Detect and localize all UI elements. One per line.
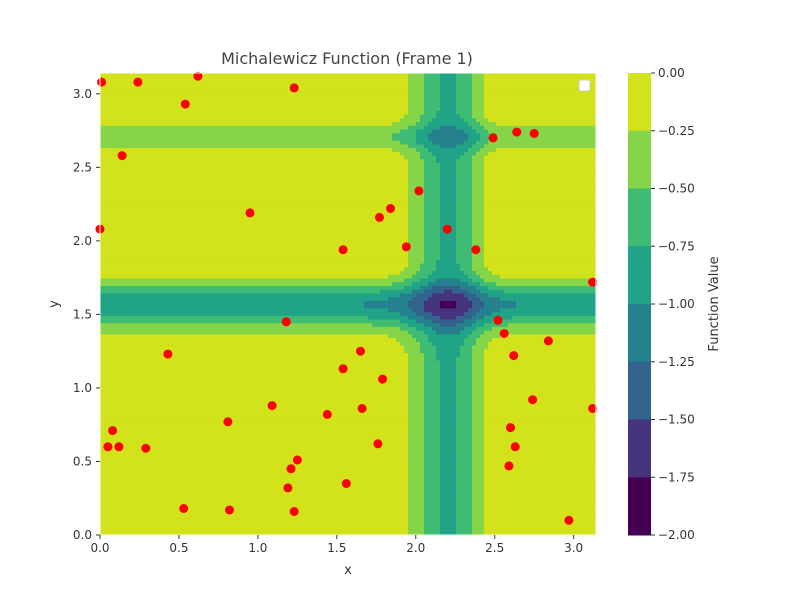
- scatter-point-25: [543, 336, 553, 346]
- colorbar-band: [628, 361, 651, 420]
- scatter-point-23: [356, 346, 365, 356]
- scatter-point-21: [493, 315, 503, 325]
- colorbar-band: [628, 73, 651, 132]
- colorbar-band: [628, 477, 651, 536]
- scatter-point-43: [292, 455, 302, 465]
- scatter-points: [95, 71, 598, 525]
- scatter-point-32: [322, 409, 332, 419]
- scatter-point-5: [180, 99, 190, 109]
- x-axis-label: x: [344, 563, 352, 578]
- scatter-point-20: [281, 317, 291, 327]
- scatter-point-8: [512, 127, 522, 137]
- scatter-point-17: [338, 245, 348, 255]
- scatter-point-42: [504, 461, 514, 471]
- scatter-point-50: [564, 515, 574, 525]
- x-axis: 0.0 0.5 1.0 1.5 2.0 2.5 3.0: [90, 535, 583, 555]
- scatter-point-11: [414, 186, 424, 196]
- x-tick-label: 1.0: [248, 541, 267, 555]
- scatter-point-49: [289, 507, 299, 516]
- colorbar-tick-label: −1.25: [658, 355, 695, 369]
- colorbar-band: [628, 304, 651, 363]
- colorbar-band: [628, 246, 651, 305]
- x-tick-label: 3.0: [564, 541, 583, 555]
- x-tick-label: 0.5: [169, 541, 188, 555]
- y-tick-label: 3.0: [73, 87, 92, 101]
- scatter-point-22: [499, 329, 509, 338]
- scatter-point-2: [133, 77, 143, 87]
- colorbar-tick-label: −1.00: [658, 297, 695, 311]
- colorbar-band: [628, 419, 651, 478]
- scatter-point-27: [338, 364, 348, 374]
- colorbar-tick-label: −0.25: [658, 124, 695, 138]
- scatter-point-14: [442, 224, 452, 234]
- scatter-point-24: [509, 351, 519, 361]
- scatter-point-19: [588, 277, 598, 287]
- plot-frame: [99, 72, 597, 536]
- scatter-point-41: [510, 442, 520, 452]
- scatter-point-37: [114, 442, 124, 452]
- y-tick-label: 2.0: [73, 234, 92, 248]
- scatter-point-40: [506, 423, 515, 433]
- scatter-point-48: [225, 505, 234, 515]
- scatter-point-30: [588, 404, 598, 413]
- colorbar-tick-label: −2.00: [658, 528, 695, 542]
- scatter-point-39: [373, 439, 383, 449]
- colorbar-label: Function Value: [707, 256, 722, 351]
- scatter-point-46: [283, 483, 293, 493]
- scatter-point-10: [245, 208, 255, 218]
- colorbar-tick-label: −1.75: [658, 470, 695, 484]
- scatter-point-12: [386, 204, 395, 213]
- scatter-point-35: [108, 426, 118, 436]
- y-tick-label: 0.0: [73, 528, 92, 542]
- chart-title: Michalewicz Function (Frame 1): [221, 49, 473, 68]
- scatter-point-28: [378, 374, 388, 384]
- colorbar-tick-label: −0.75: [658, 239, 695, 253]
- scatter-point-36: [103, 442, 113, 452]
- scatter-point-33: [357, 404, 367, 413]
- scatter-point-47: [179, 504, 189, 513]
- scatter-point-9: [529, 129, 539, 138]
- scatter-point-38: [141, 443, 151, 453]
- scatter-point-31: [267, 401, 277, 411]
- contour-fill: [100, 73, 597, 536]
- y-axis: 0.0 0.5 1.0 1.5 2.0 2.5 3.0: [73, 87, 100, 542]
- scatter-point-44: [286, 464, 296, 474]
- legend-box: [578, 79, 591, 92]
- y-tick-label: 1.5: [73, 307, 92, 321]
- y-axis-label: y: [47, 300, 62, 308]
- x-tick-label: 1.5: [327, 541, 346, 555]
- scatter-point-34: [223, 417, 233, 427]
- plot-area: [95, 71, 598, 536]
- colorbar-band: [628, 130, 651, 189]
- scatter-point-29: [528, 395, 538, 405]
- scatter-point-3: [193, 71, 203, 81]
- scatter-point-4: [289, 83, 299, 93]
- scatter-point-16: [401, 242, 411, 252]
- scatter-point-45: [341, 479, 351, 488]
- colorbar-tick-label: −1.50: [658, 413, 695, 427]
- scatter-point-18: [471, 245, 481, 255]
- scatter-point-7: [488, 133, 498, 143]
- scatter-point-13: [375, 212, 384, 222]
- scatter-point-6: [117, 151, 127, 161]
- y-tick-label: 1.0: [73, 381, 92, 395]
- y-tick-label: 2.5: [73, 160, 92, 174]
- colorbar-tick-label: 0.00: [658, 66, 685, 80]
- x-tick-label: 2.5: [485, 541, 504, 555]
- colorbar-tick-label: −0.50: [658, 182, 695, 196]
- colorbar-band: [628, 188, 651, 247]
- x-tick-label: 0.0: [90, 541, 109, 555]
- y-tick-label: 0.5: [73, 454, 92, 468]
- x-tick-label: 2.0: [406, 541, 425, 555]
- scatter-point-26: [163, 349, 173, 359]
- scatter-point-1: [97, 77, 107, 87]
- colorbar: 0.00 −0.25 −0.50 −0.75 −1.00 −1.25 −1.50 −1.75 −…: [628, 66, 695, 542]
